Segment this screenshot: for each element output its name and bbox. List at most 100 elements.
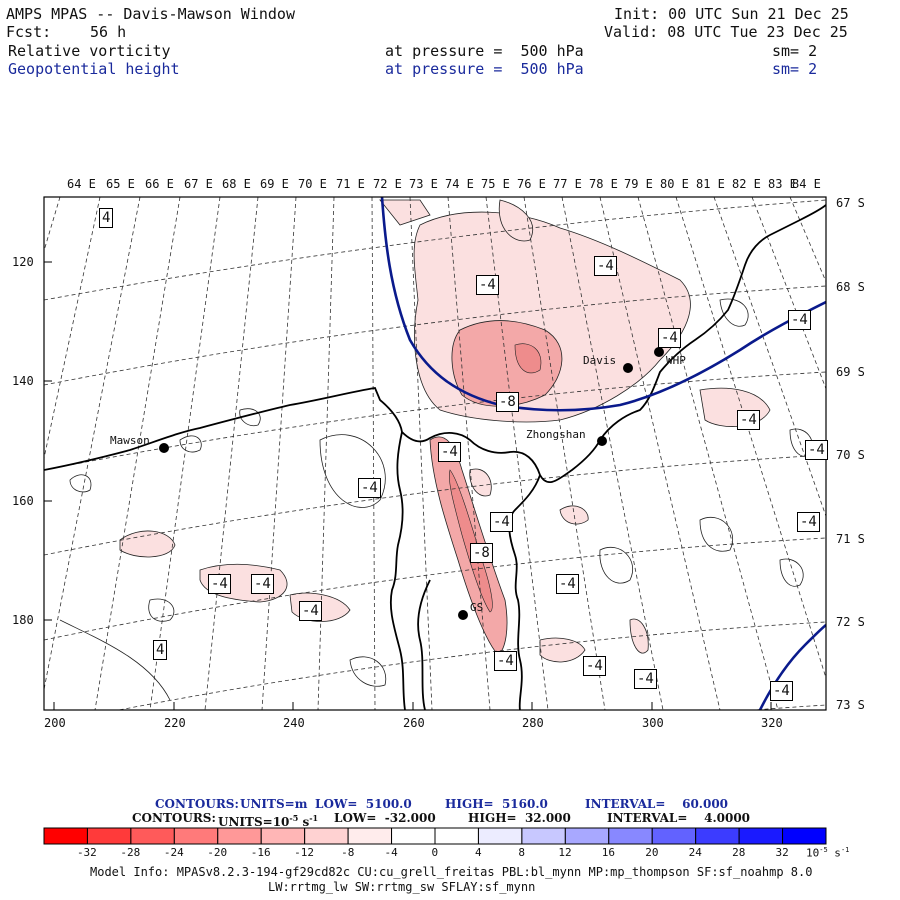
parallel-lines — [44, 199, 826, 710]
lat-label: 67 S — [836, 196, 865, 210]
y-tick-label: 140 — [12, 374, 34, 388]
lat-label: 73 S — [836, 698, 865, 712]
lon-label: 78 E — [589, 177, 618, 191]
y-tick-label: 160 — [12, 494, 34, 508]
contour-label: -4 — [490, 512, 513, 532]
station-dot-gs — [458, 610, 468, 620]
lon-label: 70 E — [298, 177, 327, 191]
vorticity-peak — [449, 343, 542, 613]
lat-label: 69 S — [836, 365, 865, 379]
colorbar-tick-label: -16 — [250, 846, 271, 859]
lat-label: 71 S — [836, 532, 865, 546]
station-dot-zhongshan — [597, 436, 607, 446]
colorbar-tick-label: 16 — [601, 846, 616, 859]
contours-vort-interval: INTERVAL= 4.0000 — [607, 811, 751, 825]
contour-label: -4 — [438, 442, 461, 462]
contour-label: -4 — [556, 574, 579, 594]
contour-label: -4 — [634, 669, 657, 689]
lon-label: 82 E — [732, 177, 761, 191]
contour-label: 4 — [153, 640, 168, 660]
contours-height-low: LOW= 5100.0 — [315, 797, 412, 811]
lat-label: 70 S — [836, 448, 865, 462]
contours-vort-low: LOW= -32.000 — [334, 811, 436, 825]
lon-label: 72 E — [373, 177, 402, 191]
lon-label: 81 E — [696, 177, 725, 191]
contours-height-high: HIGH= 5160.0 — [445, 797, 548, 811]
colorbar-tick-label: -28 — [120, 846, 141, 859]
coastline — [44, 204, 826, 710]
colorbar-tick-label: 12 — [558, 846, 572, 859]
contour-label: -4 — [594, 256, 617, 276]
colorbar-tick-label: -12 — [294, 846, 315, 859]
contours-vort-label: CONTOURS: — [132, 811, 216, 825]
colorbar-tick-label: -4 — [384, 846, 398, 859]
colorbar-tick-label: 20 — [645, 846, 659, 859]
colorbar-tick-label: -8 — [341, 846, 355, 859]
model-info-physics: LW:rrtmg_lw SW:rrtmg_sw SFLAY:sf_mynn — [268, 880, 536, 894]
lon-label: 69 E — [260, 177, 289, 191]
contour-label: -4 — [476, 275, 499, 295]
colorbar-tick-label: 32 — [775, 846, 789, 859]
field1-smoothing: sm= 2 — [772, 42, 818, 60]
lon-label: 79 E — [624, 177, 653, 191]
x-tick-label: 220 — [164, 716, 186, 730]
x-tick-label: 300 — [642, 716, 664, 730]
colorbar-tick-label: 24 — [688, 846, 702, 859]
lon-label: 66 E — [145, 177, 174, 191]
contour-label: -4 — [770, 681, 793, 701]
lon-label: 80 E — [660, 177, 689, 191]
plot-title: AMPS MPAS -- Davis-Mawson Window — [6, 5, 295, 23]
station-label-whp: WHP — [666, 354, 686, 367]
colorbar-tick-label: -24 — [163, 846, 184, 859]
contours-height-interval: INTERVAL= 60.000 — [585, 797, 729, 811]
meridian-lines — [44, 197, 826, 710]
station-label-gs: GS — [470, 601, 484, 614]
y-tick-label: 120 — [12, 255, 34, 269]
lon-label: 65 E — [106, 177, 135, 191]
lon-label: 67 E — [184, 177, 213, 191]
station-dot-whp — [654, 347, 664, 357]
lon-label: 75 E — [481, 177, 510, 191]
lon-label: 83 E — [768, 177, 797, 191]
contours-vort-high: HIGH= 32.000 — [468, 811, 571, 825]
contour-label: -4 — [805, 440, 828, 460]
contours-height-units: UNITS=m — [240, 797, 308, 811]
lat-label: 72 S — [836, 615, 865, 629]
valid-time: Valid: 08 UTC Tue 23 Dec 25 — [604, 23, 848, 41]
colorbar-units: 10-5 s-1 — [806, 846, 850, 860]
contour-label: 4 — [99, 208, 114, 228]
lon-label: 68 E — [222, 177, 251, 191]
colorbar-tick-label: 0 — [431, 846, 439, 859]
y-tick-label: 180 — [12, 613, 34, 627]
station-label-mawson: Mawson — [110, 434, 150, 447]
contour-label: -8 — [470, 543, 493, 563]
contour-label: -4 — [658, 328, 681, 348]
x-tick-label: 320 — [761, 716, 783, 730]
field2-level: at pressure = 500 hPa — [385, 60, 584, 78]
station-markers — [159, 347, 664, 620]
forecast-hour: 56 h — [90, 23, 127, 41]
contour-label: -4 — [358, 478, 381, 498]
x-tick-label: 200 — [44, 716, 66, 730]
contour-label: -4 — [737, 410, 760, 430]
lon-label: 71 E — [336, 177, 365, 191]
field1-name: Relative vorticity — [8, 42, 171, 60]
contour-label: -4 — [299, 601, 322, 621]
x-tick-label: 260 — [403, 716, 425, 730]
colorbar-tick-label: -20 — [207, 846, 228, 859]
contour-label: -4 — [788, 310, 811, 330]
lon-label: 84 E — [792, 177, 821, 191]
lon-label: 77 E — [553, 177, 582, 191]
contour-label: -4 — [797, 512, 820, 532]
station-label-davis: Davis — [583, 354, 617, 367]
contour-label: -4 — [251, 574, 274, 594]
contours-height-label: CONTOURS: — [155, 797, 239, 811]
x-tick-label: 280 — [522, 716, 544, 730]
contour-label: -8 — [496, 392, 519, 412]
contour-label: -4 — [208, 574, 231, 594]
colorbar-tick-label: 4 — [474, 846, 482, 859]
lat-label: 68 S — [836, 280, 865, 294]
field2-smoothing: sm= 2 — [772, 60, 818, 78]
station-dot-davis — [623, 363, 633, 373]
